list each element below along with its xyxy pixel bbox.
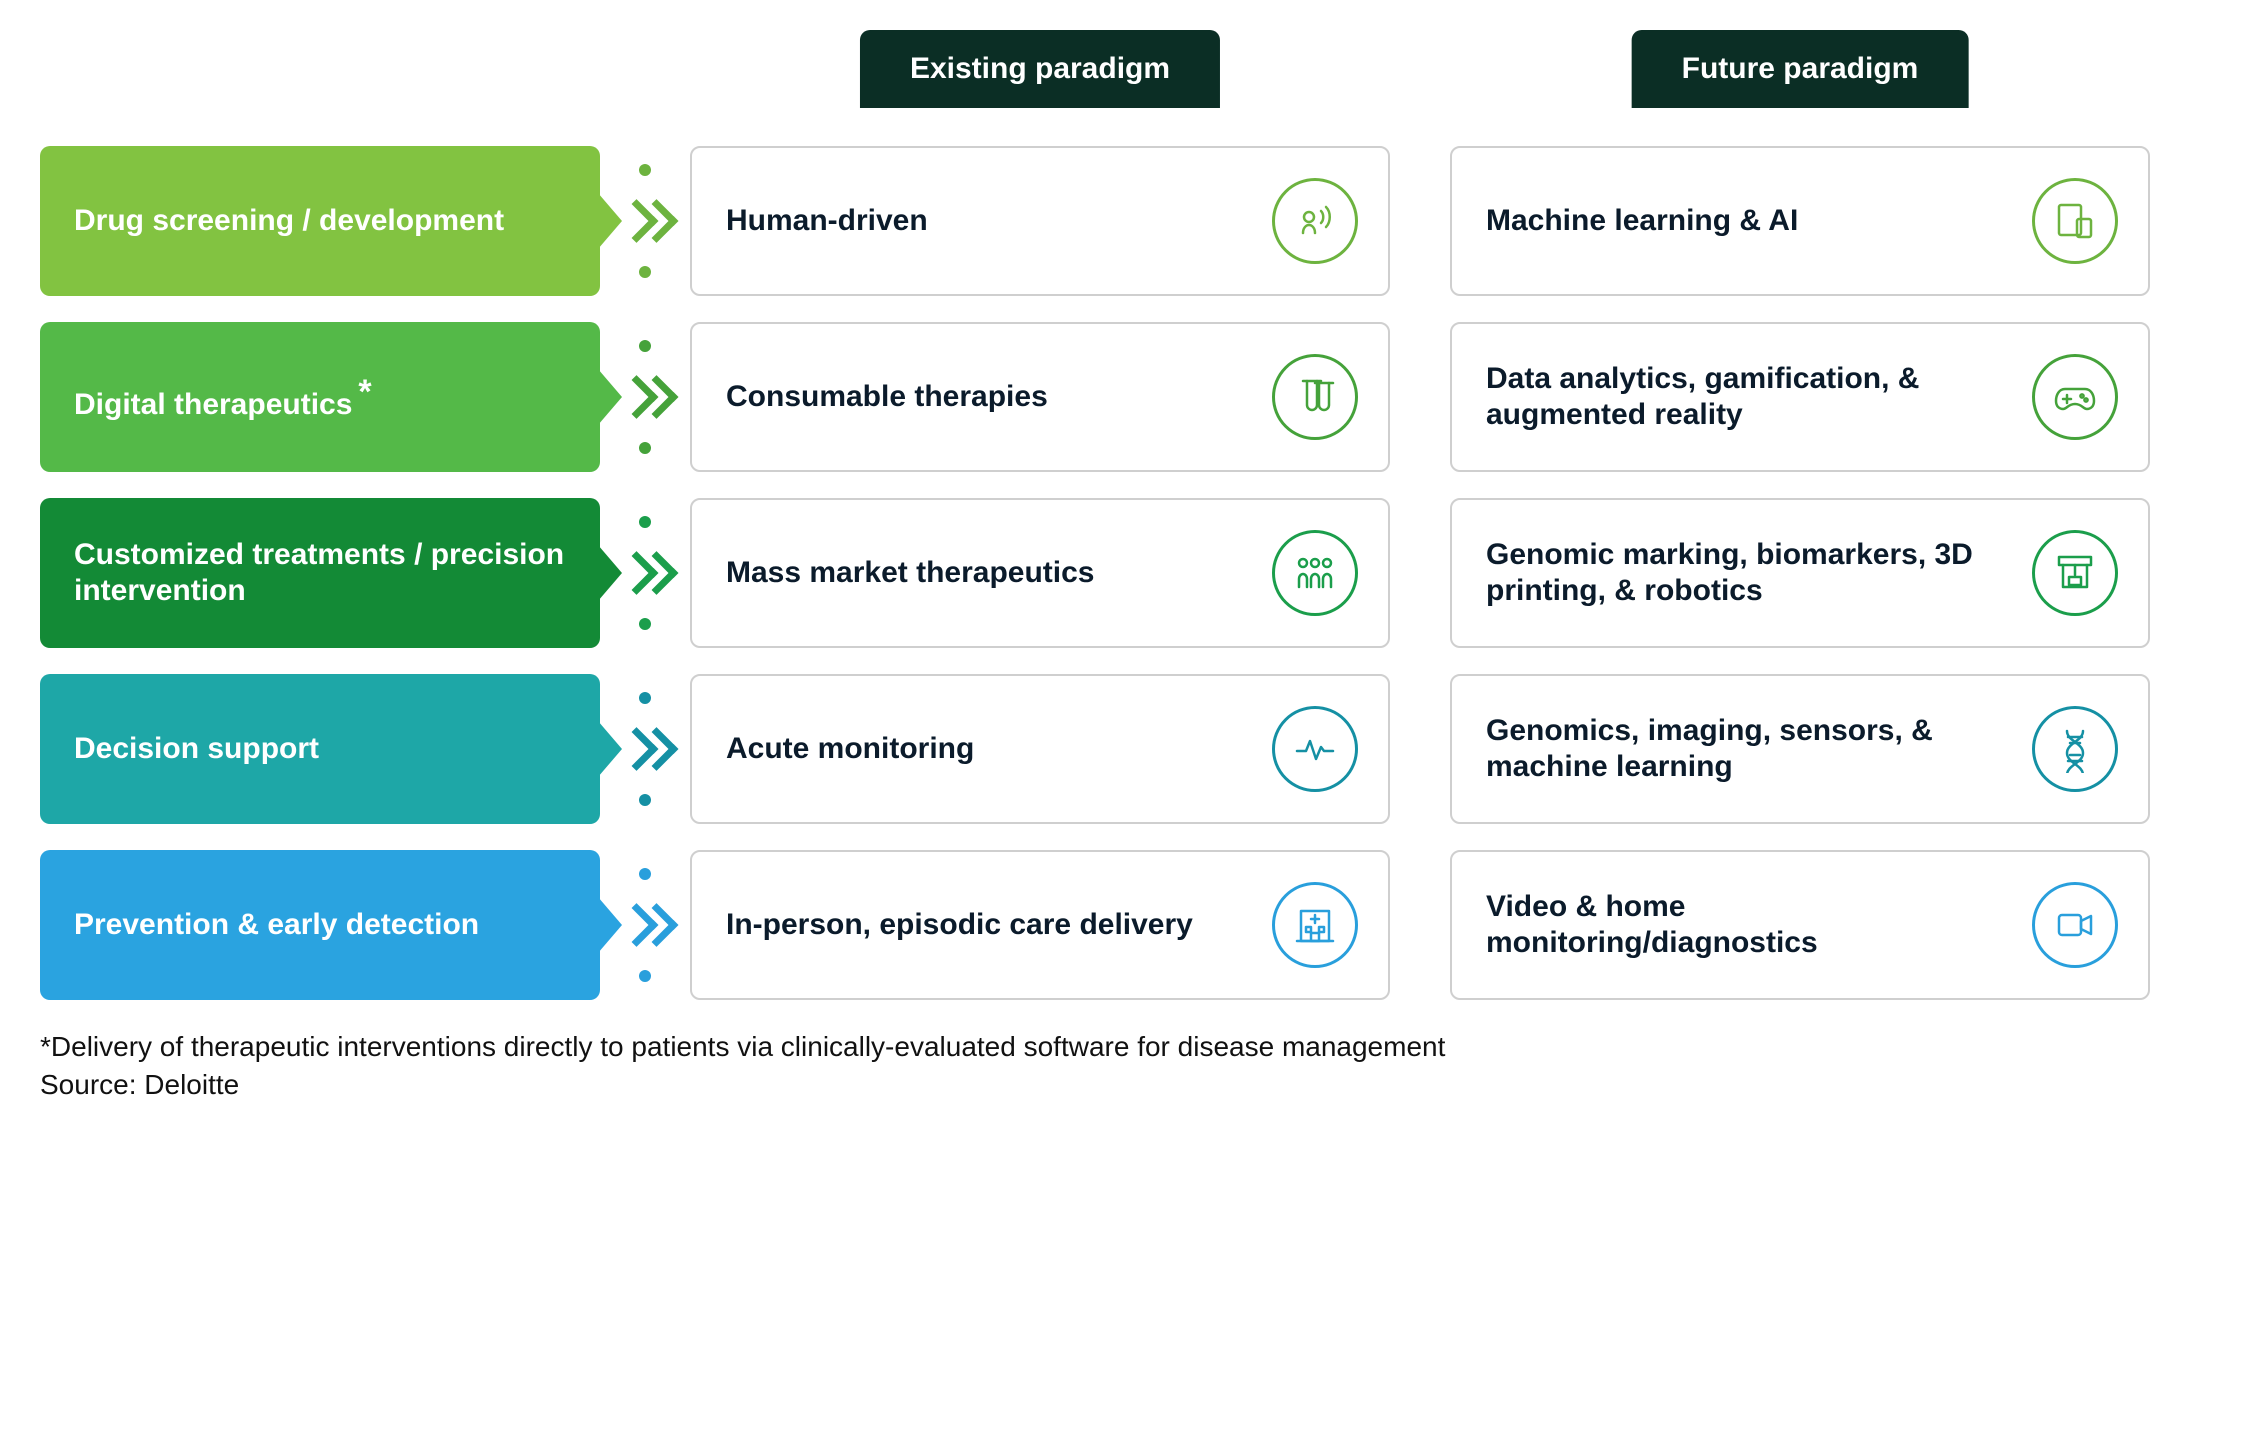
category-decision-support: Decision support (40, 674, 600, 824)
connector-chevrons-icon (615, 719, 675, 779)
category-label-text: Digital therapeutics (74, 388, 352, 421)
existing-text: In-person, episodic care delivery (726, 907, 1213, 943)
dna-icon (2032, 706, 2118, 792)
future-text: Data analytics, gamification, & augmente… (1486, 361, 2032, 433)
connector-dot-top (639, 516, 651, 528)
existing-card-decision-support: Acute monitoring (690, 674, 1390, 824)
footnote-text: *Delivery of therapeutic interventions d… (40, 1028, 2224, 1066)
existing-card-customized-treatments: Mass market therapeutics (690, 498, 1390, 648)
future-text: Video & home monitoring/diagnostics (1486, 889, 2032, 961)
connector-chevrons-icon (615, 367, 675, 427)
connector-digital-therapeutics (600, 322, 690, 472)
connector-chevrons-icon (615, 543, 675, 603)
connector-dot-top (639, 340, 651, 352)
future-card-prevention-detection: Video & home monitoring/diagnostics (1450, 850, 2150, 1000)
gap-decision-support (1390, 674, 1450, 824)
connector-drug-screening (600, 146, 690, 296)
connector-dot-top (639, 692, 651, 704)
existing-text: Consumable therapies (726, 379, 1068, 415)
future-text: Machine learning & AI (1486, 203, 1818, 239)
existing-text: Human-driven (726, 203, 948, 239)
existing-card-digital-therapeutics: Consumable therapies (690, 322, 1390, 472)
header-spacer-gap (1390, 30, 1450, 120)
video-camera-icon (2032, 882, 2118, 968)
existing-text: Acute monitoring (726, 731, 994, 767)
category-label-text: Customized treatments / precision interv… (74, 538, 564, 607)
hospital-icon (1272, 882, 1358, 968)
connector-dot-bottom (639, 794, 651, 806)
existing-card-prevention-detection: In-person, episodic care delivery (690, 850, 1390, 1000)
header-existing: Existing paradigm (690, 30, 1390, 120)
connector-dot-bottom (639, 970, 651, 982)
footnotes: *Delivery of therapeutic interventions d… (40, 1028, 2224, 1104)
gap-prevention-detection (1390, 850, 1450, 1000)
people-group-icon (1272, 530, 1358, 616)
paradigm-grid: Existing paradigm Future paradigm Drug s… (40, 30, 2224, 1000)
connector-dot-bottom (639, 442, 651, 454)
header-spacer-connector (600, 30, 690, 120)
speaker-waves-icon (1272, 178, 1358, 264)
connector-dot-bottom (639, 266, 651, 278)
gap-customized-treatments (1390, 498, 1450, 648)
category-drug-screening: Drug screening / development (40, 146, 600, 296)
category-superscript: * (358, 373, 371, 411)
existing-card-drug-screening: Human-driven (690, 146, 1390, 296)
source-text: Source: Deloitte (40, 1066, 2224, 1104)
category-label-text: Prevention & early detection (74, 908, 479, 941)
header-tab-future: Future paradigm (1632, 30, 1969, 108)
category-label-text: Decision support (74, 732, 319, 765)
connector-dot-top (639, 868, 651, 880)
connector-dot-top (639, 164, 651, 176)
devices-icon (2032, 178, 2118, 264)
category-digital-therapeutics: Digital therapeutics* (40, 322, 600, 472)
gap-digital-therapeutics (1390, 322, 1450, 472)
test-tubes-icon (1272, 354, 1358, 440)
connector-chevrons-icon (615, 191, 675, 251)
header-spacer-category (40, 30, 600, 120)
future-card-customized-treatments: Genomic marking, biomarkers, 3D printing… (1450, 498, 2150, 648)
future-card-decision-support: Genomics, imaging, sensors, & machine le… (1450, 674, 2150, 824)
connector-prevention-detection (600, 850, 690, 1000)
future-text: Genomics, imaging, sensors, & machine le… (1486, 713, 2032, 785)
game-controller-icon (2032, 354, 2118, 440)
future-card-drug-screening: Machine learning & AI (1450, 146, 2150, 296)
existing-text: Mass market therapeutics (726, 555, 1115, 591)
category-customized-treatments: Customized treatments / precision interv… (40, 498, 600, 648)
connector-chevrons-icon (615, 895, 675, 955)
header-tab-existing: Existing paradigm (860, 30, 1220, 108)
header-future: Future paradigm (1450, 30, 2150, 120)
gap-drug-screening (1390, 146, 1450, 296)
connector-dot-bottom (639, 618, 651, 630)
heartbeat-icon (1272, 706, 1358, 792)
future-card-digital-therapeutics: Data analytics, gamification, & augmente… (1450, 322, 2150, 472)
future-text: Genomic marking, biomarkers, 3D printing… (1486, 537, 2032, 609)
connector-decision-support (600, 674, 690, 824)
category-label-text: Drug screening / development (74, 204, 504, 237)
printer-3d-icon (2032, 530, 2118, 616)
category-prevention-detection: Prevention & early detection (40, 850, 600, 1000)
connector-customized-treatments (600, 498, 690, 648)
